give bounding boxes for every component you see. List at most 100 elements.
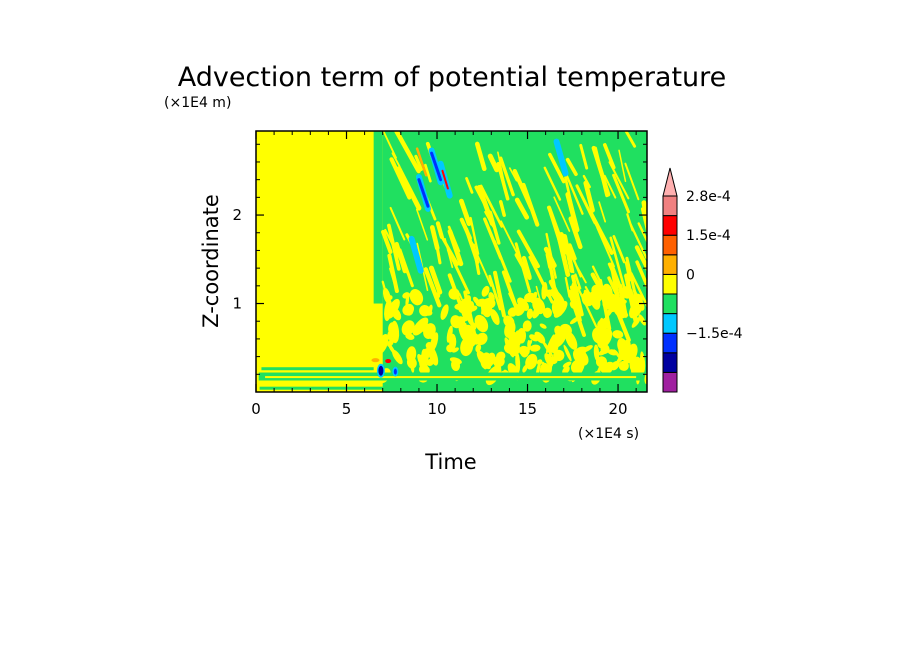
- streak: [389, 267, 397, 286]
- blob: [483, 358, 490, 370]
- blob: [612, 330, 624, 339]
- streak: [474, 141, 487, 171]
- blob: [593, 344, 600, 361]
- streak: [382, 131, 397, 159]
- colorbar-cell: [662, 234, 678, 256]
- blob: [528, 339, 533, 346]
- y-axis-title: Z-coordinate: [199, 194, 223, 328]
- blob: [545, 334, 555, 354]
- blob: [423, 323, 436, 339]
- colorbar-label: 1.5e-4: [686, 228, 731, 244]
- blob: [644, 372, 647, 385]
- blob: [388, 326, 398, 331]
- blob: [475, 344, 482, 353]
- streak: [563, 168, 584, 215]
- streak: [588, 209, 614, 255]
- streak: [568, 259, 575, 274]
- blob: [592, 327, 605, 344]
- colorbar-extend-arrow: [662, 167, 678, 197]
- streak: [389, 157, 412, 200]
- blob: [549, 342, 559, 353]
- plot-frame: [255, 130, 648, 393]
- streak: [543, 166, 562, 201]
- blob: [409, 289, 424, 306]
- blob: [377, 333, 389, 354]
- streak: [428, 265, 443, 295]
- blob: [604, 364, 609, 375]
- streak: [497, 151, 508, 198]
- streak: [484, 211, 494, 228]
- upper-eddy-core: [417, 178, 430, 208]
- colorbar-label: −1.5e-4: [686, 326, 743, 342]
- streak: [514, 197, 530, 220]
- blob: [387, 302, 399, 319]
- streak: [488, 274, 502, 311]
- chart-title: Advection term of potential temperature: [178, 62, 727, 93]
- streak: [624, 162, 640, 201]
- upper-eddy-core: [430, 151, 443, 182]
- blob: [595, 317, 608, 331]
- surface-warm-spot: [385, 359, 392, 364]
- blob: [631, 317, 641, 328]
- streak: [630, 272, 647, 309]
- streak: [521, 255, 532, 279]
- blob: [545, 289, 553, 298]
- streak: [543, 246, 557, 268]
- streak: [438, 232, 460, 266]
- blob: [446, 325, 453, 343]
- blob: [569, 316, 580, 325]
- blob: [550, 288, 565, 306]
- blob: [563, 344, 572, 362]
- blob: [474, 314, 489, 333]
- streak: [394, 131, 421, 174]
- streak: [548, 152, 566, 184]
- blob: [536, 359, 543, 365]
- streak: [447, 229, 464, 267]
- blob: [482, 297, 496, 309]
- streak: [603, 174, 617, 199]
- blob: [534, 331, 546, 344]
- streak: [508, 167, 518, 182]
- streak: [609, 262, 621, 285]
- heatmap-field: [256, 131, 647, 392]
- blob: [463, 307, 471, 325]
- blob: [514, 301, 526, 316]
- x-tick-label: 10: [427, 400, 446, 418]
- blob: [464, 342, 476, 348]
- streak: [576, 286, 598, 328]
- blob: [422, 308, 433, 316]
- streak: [465, 177, 474, 194]
- blob: [553, 301, 568, 318]
- blob: [460, 324, 473, 340]
- blob: [440, 304, 449, 320]
- blob: [412, 317, 429, 336]
- streak: [414, 154, 423, 171]
- colorbar-cell: [662, 371, 678, 393]
- streak: [512, 168, 534, 210]
- blob: [401, 320, 415, 336]
- blob: [518, 333, 524, 339]
- y-axis-unit: (×1E4 m): [164, 95, 231, 111]
- streak: [446, 248, 470, 295]
- colorbar-cell: [662, 215, 678, 236]
- upper-eddy-core: [410, 240, 423, 270]
- streak: [549, 211, 563, 248]
- surface-eddy-core: [393, 368, 397, 375]
- streak: [381, 229, 393, 254]
- blob: [458, 297, 472, 314]
- colorbar: 2.8e-4 1.5e-4 0 −1.5e-4: [662, 167, 743, 393]
- blob: [406, 356, 417, 369]
- y-tick-label: 2: [232, 206, 242, 224]
- blob: [492, 355, 505, 368]
- streak: [499, 156, 515, 197]
- colorbar-cell: [662, 293, 678, 315]
- streak: [618, 149, 627, 183]
- streak: [558, 231, 567, 255]
- streak: [500, 220, 520, 257]
- blob: [532, 297, 546, 315]
- blob: [529, 344, 541, 352]
- x-axis-unit: (×1E4 s): [578, 426, 639, 442]
- streak: [516, 229, 540, 269]
- blob: [382, 287, 391, 304]
- streak: [424, 163, 432, 183]
